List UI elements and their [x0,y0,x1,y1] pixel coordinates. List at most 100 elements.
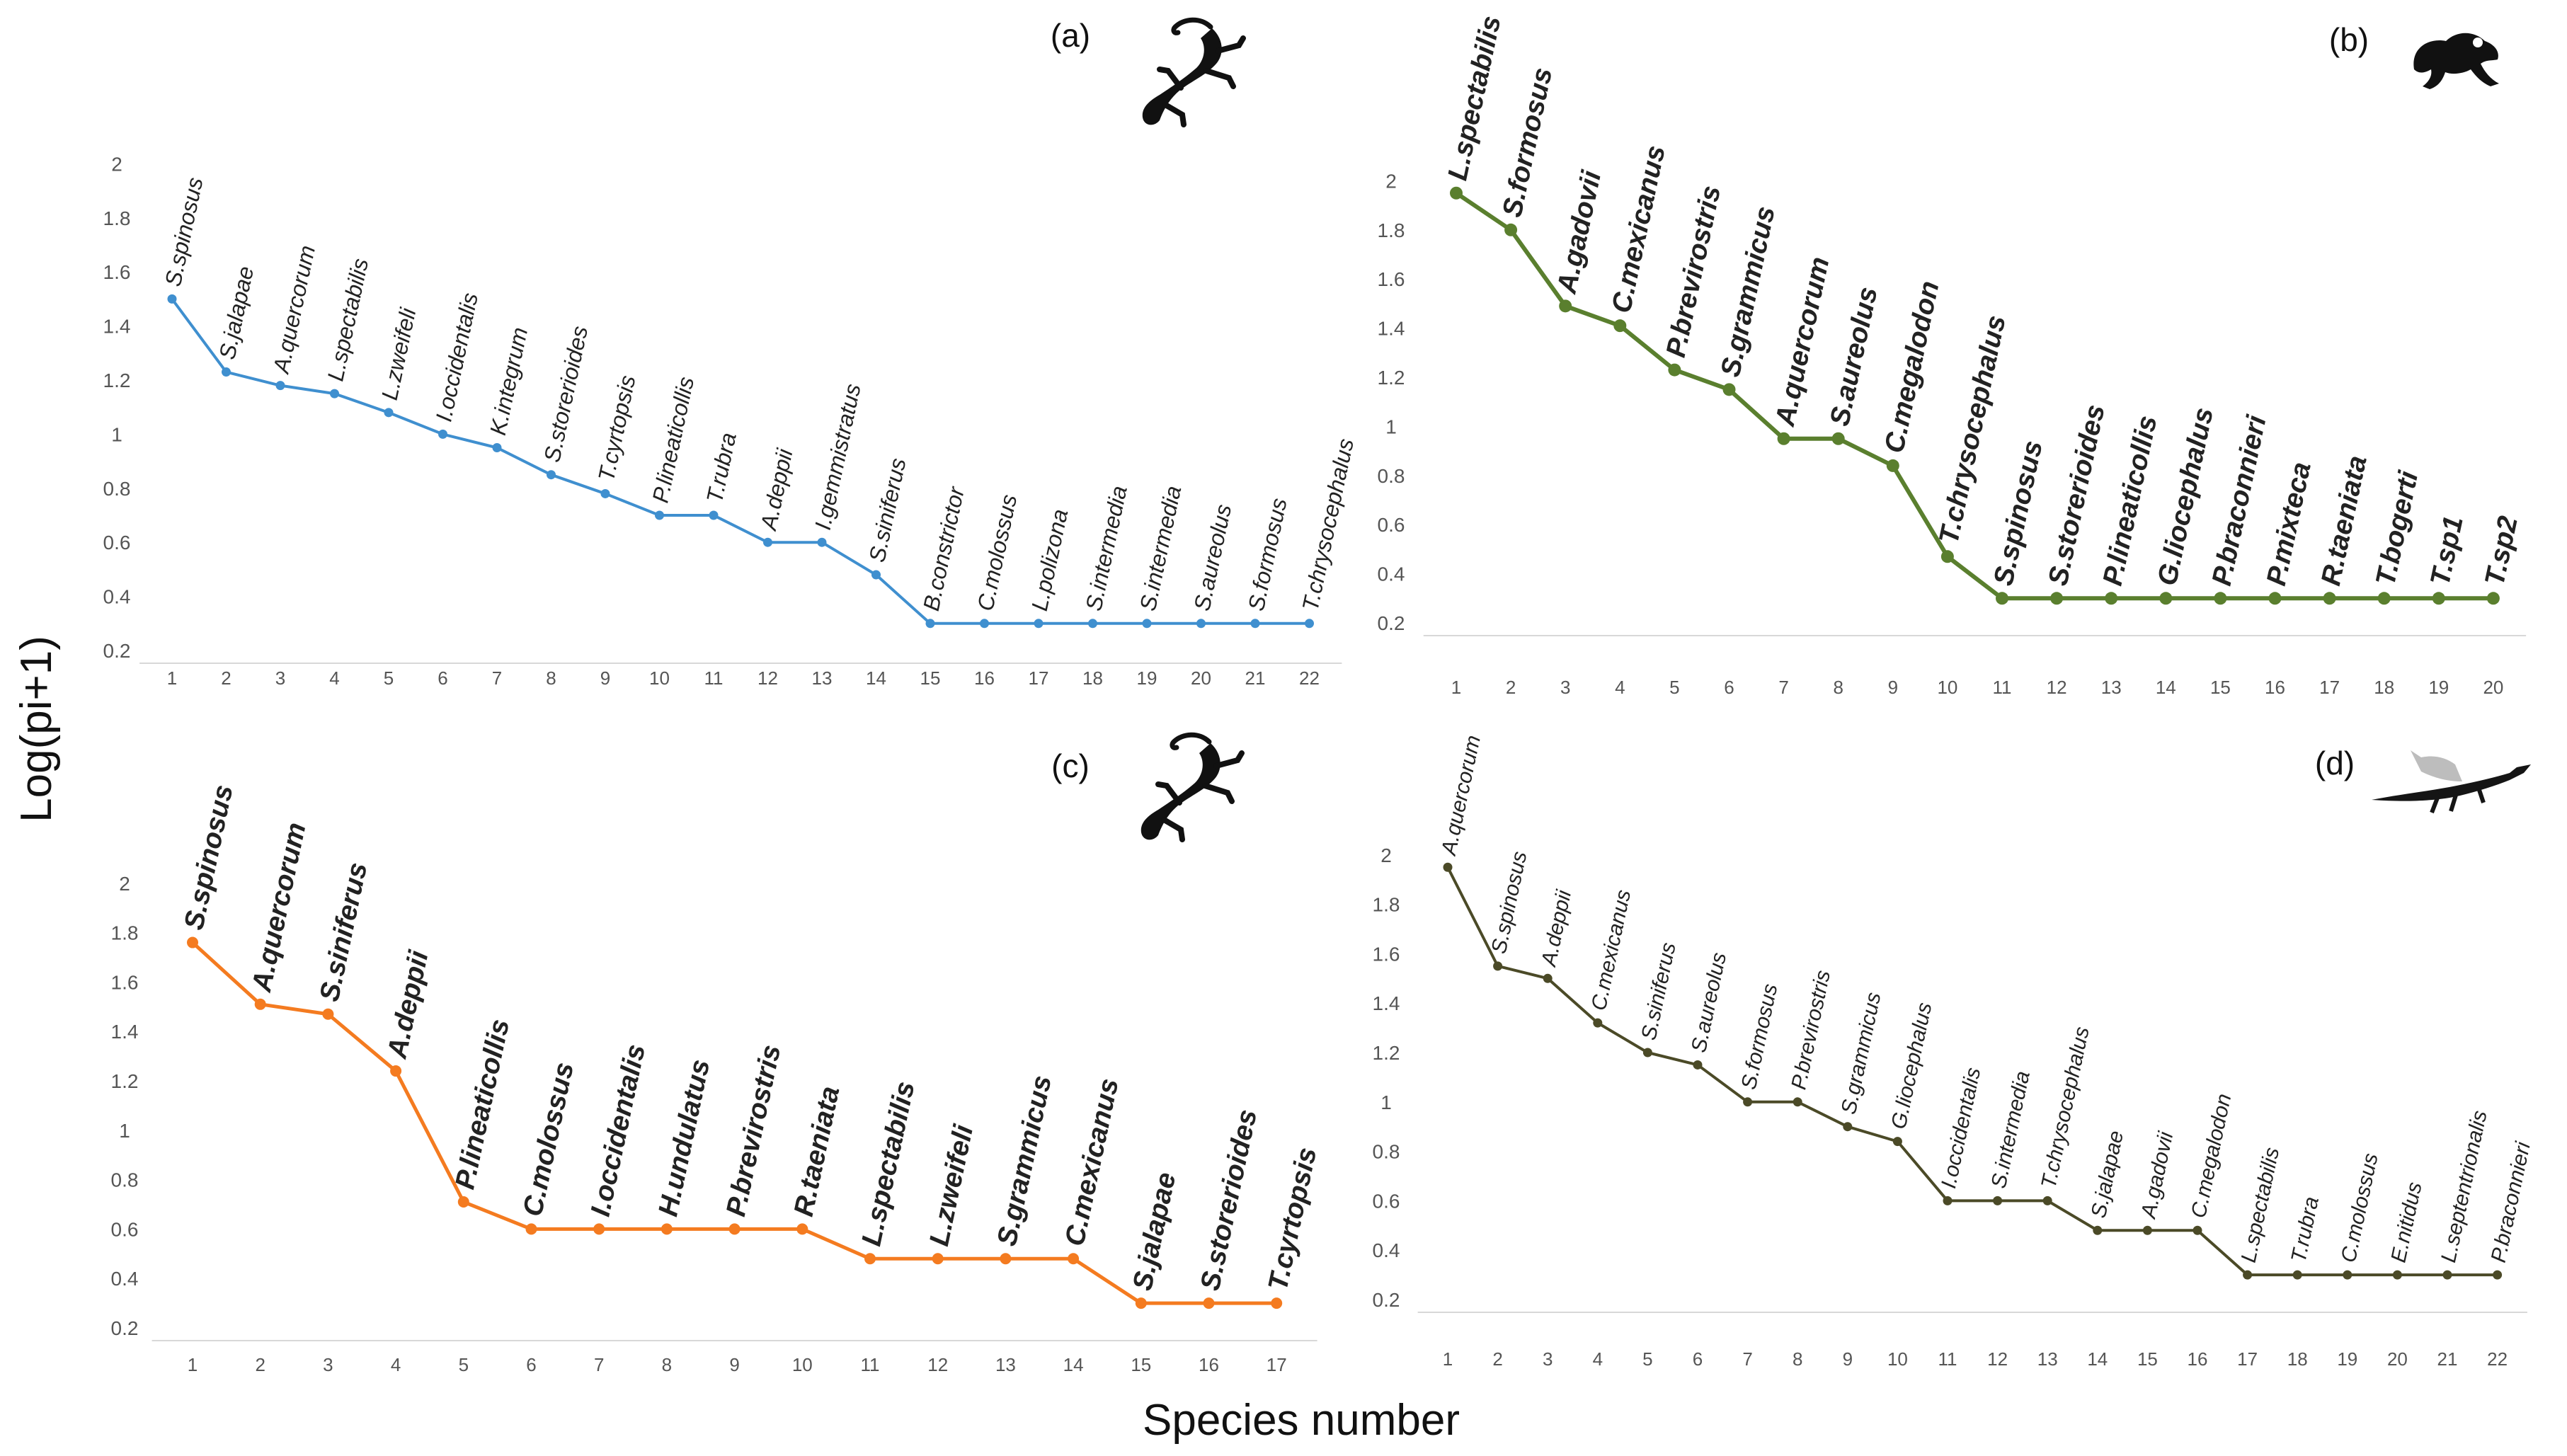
data-point [525,1223,537,1235]
x-tick-label: 3 [323,1354,333,1375]
data-point [2159,592,2173,605]
x-tick-label: 5 [459,1354,469,1375]
species-label: A.quercorum [268,243,320,377]
data-point [1892,1137,1902,1147]
data-point [1613,319,1627,333]
x-tick-label: 20 [2483,677,2503,698]
species-label: C.megalodon [2187,1091,2236,1220]
data-point [187,936,198,948]
y-tick-label: 1.4 [103,316,131,338]
x-tick-label: 12 [1987,1348,2008,1370]
x-tick-label: 2 [255,1354,265,1375]
species-label: L.polizona [1027,507,1073,613]
species-label: P.brevirostris [721,1042,787,1219]
data-point [2192,1225,2202,1235]
x-tick-label: 9 [600,667,610,689]
data-point [2292,1270,2302,1280]
salamander-tail [1170,732,1212,750]
species-label: L.septentrionalis [2437,1108,2492,1265]
x-tick-label: 14 [866,667,886,689]
y-tick-label: 0.2 [111,1317,139,1339]
salamander-body [1140,743,1220,840]
x-tick-label: 17 [2237,1348,2258,1370]
panel-d: 0.20.40.60.811.21.41.61.821 2 3 4 5 6 7 8 9 10 11 1… [1373,733,2536,1370]
species-label: A.quercorum [246,820,312,994]
x-tick-label: 9 [729,1354,739,1375]
x-tick-label: 8 [662,1354,672,1375]
data-point [1203,1297,1215,1309]
species-label: T.chrysocephalus [1933,313,2011,546]
x-tick-label: 15 [2210,677,2231,698]
species-label: H.undulatus [653,1057,716,1219]
species-label: P.brevirostris [1661,183,1727,360]
species-label: T.chrysocephalus [2037,1025,2094,1191]
series-line [1455,191,2493,601]
species-label: S.storerioides [539,323,593,464]
data-point [167,294,177,304]
data-point [2323,592,2336,605]
y-tick-label: 1 [111,423,122,445]
x-tick-label: 3 [1560,677,1570,698]
species-label: T.sp1 [2425,513,2469,588]
x-tick-label: 22 [2487,1348,2508,1370]
data-point [2392,1270,2402,1280]
species-label: P.lineaticollis [647,374,699,505]
species-label: S.storerioides [1195,1107,1263,1293]
data-point [655,510,664,520]
x-tick-label: 9 [1843,1348,1853,1370]
species-label: I.occidentalis [1937,1065,1985,1191]
x-tick-label: 15 [1131,1354,1151,1375]
data-point [1250,619,1260,629]
y-tick-label: 1.8 [111,922,139,944]
species-label: R.taeniata [2316,453,2373,588]
species-label: S.aureolus [1824,285,1884,429]
data-point [1693,1060,1703,1070]
species-label: S.jalapae [214,264,258,362]
y-axis-title: Log(pi+1) [12,636,61,822]
x-tick-label: 15 [920,667,941,689]
data-point [763,537,772,547]
species-label: L.zweifeli [377,305,421,402]
x-tick-label: 18 [2287,1348,2308,1370]
species-label: T.cyrtopsis [1263,1145,1323,1293]
x-tick-label: 16 [1199,1354,1219,1375]
x-tick-label: 1 [188,1354,198,1375]
x-tick-label: 7 [594,1354,604,1375]
lizard-body [2372,764,2531,801]
x-tick-label: 13 [812,667,833,689]
data-point [2442,1270,2452,1280]
x-tick-label: 11 [704,667,724,689]
data-point [1559,299,1572,313]
panels: 0.20.40.60.811.21.41.61.821 2 3 4 5 6 7 8 9 10 11 1… [103,13,2536,1375]
species-label: T.chrysocephalus [1297,436,1359,613]
panel-a: 0.20.40.60.811.21.41.61.821 2 3 4 5 6 7 8 9 10 11 1… [103,17,1359,689]
data-point [2214,592,2227,605]
salamander-legs [1155,750,1245,842]
x-tick-label: 21 [1245,667,1266,689]
x-tick-label: 1 [1443,1348,1453,1370]
y-tick-label: 0.8 [1378,465,1405,487]
y-tick-label: 0.4 [1373,1239,1400,1261]
species-label: S.siniferus [314,860,374,1004]
panel-label: (c) [1051,747,1090,784]
series-line [1446,866,2498,1277]
data-point [1493,961,1503,971]
y-tick-label: 1.2 [111,1070,139,1092]
x-tick-label: 12 [2047,677,2067,698]
species-label: L.spectabilis [856,1079,920,1249]
data-point [796,1223,808,1235]
x-tick-label: 20 [1191,667,1211,689]
species-label: T.cyrtopsis [593,373,641,483]
species-label: C.molossus [518,1060,580,1219]
species-label: S.storerioides [2042,402,2110,588]
data-point [2105,592,2118,605]
species-label: B.constrictor [918,484,969,614]
x-tick-label: 7 [1778,677,1788,698]
y-tick-label: 0.2 [103,640,131,662]
y-tick-label: 1.2 [1378,367,1405,389]
y-tick-label: 2 [1380,844,1392,866]
x-tick-label: 3 [1543,1348,1553,1370]
x-tick-label: 14 [2156,677,2176,698]
x-tick-label: 1 [167,667,177,689]
data-point [1831,432,1845,445]
